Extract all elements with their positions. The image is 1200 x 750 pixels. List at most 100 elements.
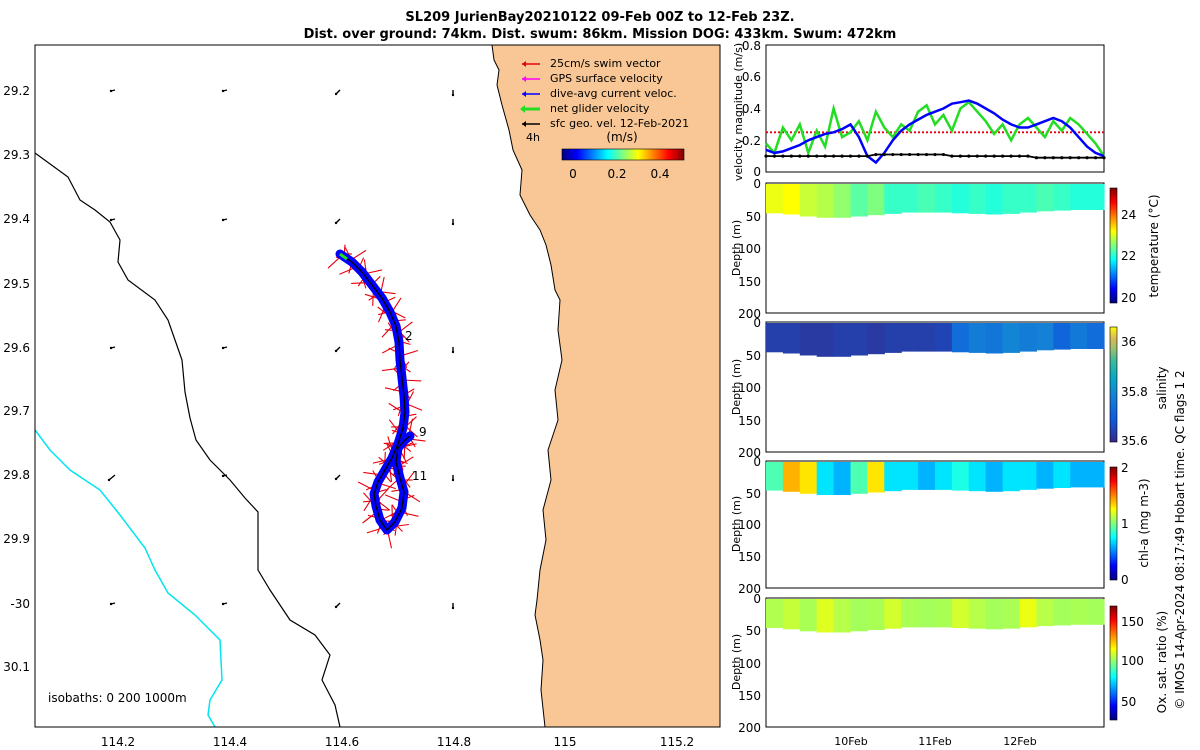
section-cell <box>867 184 885 216</box>
vel-ylabel: velocity magnitude (m/s) <box>732 43 745 181</box>
colorbar-tick: 0.2 <box>607 167 626 181</box>
geo-arrow-head <box>451 93 455 97</box>
temperature-section-fill <box>766 184 1105 218</box>
map-ytick: 29.3 <box>3 148 30 162</box>
map-ytick: 29.8 <box>3 468 30 482</box>
geo-arrow <box>108 474 116 481</box>
section-cell <box>901 462 919 490</box>
time-xtick: 10Feb <box>834 735 867 748</box>
geo-arrow-head <box>109 346 113 350</box>
section-cell <box>901 184 919 213</box>
depth-tick: 100 <box>738 657 761 671</box>
section-cell <box>766 462 784 491</box>
sfc-geo-point <box>1001 154 1005 158</box>
velocity-line-dive-avg-current-veloc- <box>765 99 1105 165</box>
section-cell <box>833 462 852 495</box>
section-cell <box>816 184 835 218</box>
section-cell <box>1053 599 1071 626</box>
map-xtick: 114.6 <box>325 735 359 749</box>
geo-arrow-head <box>334 349 338 353</box>
section-cell <box>935 323 953 352</box>
map-legend: 25cm/s swim vector GPS surface velocity … <box>520 57 689 181</box>
map-ytick: 30.1 <box>3 660 30 674</box>
depth-tick: 0 <box>753 177 761 191</box>
plot-title-line-2: Dist. over ground: 74km. Dist. swum: 86k… <box>303 27 897 42</box>
sfc-geo-point <box>916 152 920 157</box>
day-label-9: 9 <box>419 425 427 439</box>
sfc-geo-point <box>958 154 962 158</box>
sfc-geo-point <box>1009 154 1013 158</box>
section-cell <box>1053 184 1071 211</box>
geo-arrow-head <box>451 222 455 226</box>
legend-entry-sfc-geo-velocity: sfc geo. vel. 12-Feb-2021 <box>522 117 689 130</box>
velocity-line-net-glider-velocity <box>765 100 1106 157</box>
section-cell <box>884 184 902 214</box>
section-cell <box>1070 323 1088 349</box>
sfc-geo-point <box>848 154 853 158</box>
chla-cbar-tick: 2 <box>1121 461 1129 475</box>
geo-arrow-head <box>451 478 455 482</box>
section-cell <box>1070 184 1088 210</box>
sfc-geo-point <box>924 152 929 157</box>
sfc-geo-point <box>1017 154 1022 158</box>
depth-tick: 50 <box>746 210 761 224</box>
section-cell <box>1002 462 1021 492</box>
section-cell <box>985 184 1004 215</box>
vel-ytick: 0.4 <box>742 102 761 116</box>
depth-tick: 150 <box>738 414 761 428</box>
salinity-section-fill <box>766 323 1105 357</box>
sfc-geo-point <box>1043 156 1047 160</box>
section-cell <box>985 462 1004 492</box>
depth-tick: 50 <box>746 487 761 501</box>
sfc-geo-point <box>992 154 996 158</box>
vel-ytick: 0.6 <box>742 70 761 84</box>
section-cell <box>867 462 885 493</box>
map-ytick: 29.4 <box>3 212 30 226</box>
isobath-1000m <box>35 152 341 727</box>
sfc-geo-point <box>832 154 836 158</box>
section-cell <box>1036 323 1054 351</box>
section-cell <box>1019 599 1037 628</box>
chla-cbar-tick: 1 <box>1121 517 1129 531</box>
salinity-cbar-tick: 36 <box>1121 335 1136 349</box>
sfc-geo-point <box>764 154 768 158</box>
section-cell <box>918 462 936 490</box>
section-cell <box>799 184 818 217</box>
depth-tick: 100 <box>738 242 761 256</box>
legend-entry-swim-vector: 25cm/s swim vector <box>522 57 661 70</box>
temperature-cbar-tick: 24 <box>1121 208 1136 222</box>
salinity-cbar-label: salinity <box>1155 366 1169 409</box>
salinity-section: 0 50 100 150 200 Depth (m) 35.6 35.8 36 … <box>730 316 1169 460</box>
depth-tick: 200 <box>738 307 761 321</box>
depth-tick: 150 <box>738 689 761 703</box>
geo-arrow-head <box>334 92 338 96</box>
section-cell <box>985 599 1004 630</box>
section-cell <box>766 184 784 214</box>
section-cell <box>1036 599 1054 627</box>
sfc-geo-point <box>857 154 861 158</box>
svg-text:GPS surface velocity: GPS surface velocity <box>550 72 663 85</box>
isobath-200m <box>35 429 223 727</box>
chla-section-fill <box>766 462 1105 495</box>
section-cell <box>1019 323 1037 352</box>
chla-cbar-tick: 0 <box>1121 573 1129 587</box>
geo-arrow-head <box>334 221 338 225</box>
depth-tick: 200 <box>738 446 761 460</box>
section-cell <box>901 599 919 628</box>
section-cell <box>918 599 936 628</box>
map-ytick: 29.5 <box>3 277 30 291</box>
sfc-geo-point <box>908 152 912 157</box>
map-ytick: -30 <box>10 597 30 611</box>
section-cell <box>918 323 936 352</box>
sfc-geo-point <box>899 152 903 157</box>
section-cell <box>1070 462 1088 488</box>
chla-cbar-label: chl-a (mg m-3) <box>1137 478 1151 567</box>
map-xaxis: 114.2 114.4 114.6 114.8 115 115.2 <box>101 735 694 749</box>
sfc-geo-point <box>865 154 870 158</box>
section-cell <box>799 462 818 494</box>
section-cell <box>951 184 970 214</box>
sfc-geo-point <box>967 154 971 158</box>
sfc-geo-point <box>815 154 819 158</box>
sfc-geo-point <box>1060 156 1064 160</box>
